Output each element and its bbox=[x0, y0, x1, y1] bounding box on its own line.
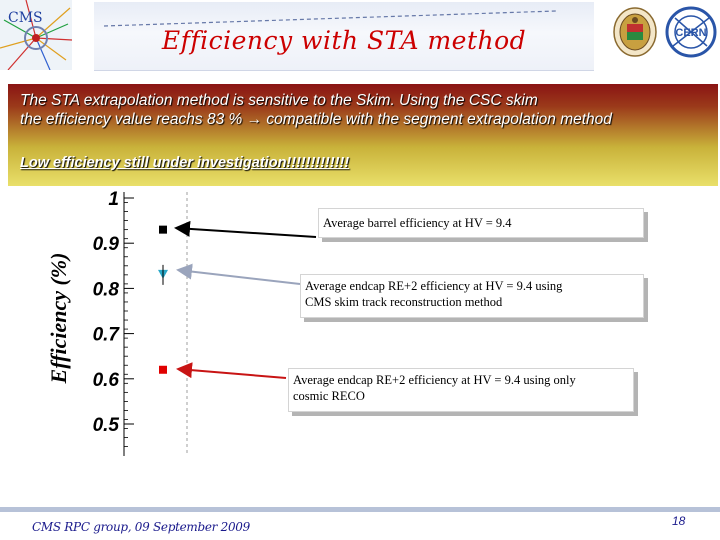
callout-text: Average endcap RE+2 efficiency at HV = 9… bbox=[293, 373, 576, 387]
y-tick-label: 0.6 bbox=[93, 370, 120, 391]
highlight-text: Low efficiency still under investigation… bbox=[20, 155, 350, 171]
text-panel bbox=[8, 84, 718, 186]
callout-text: cosmic RECO bbox=[293, 389, 365, 403]
y-axis-label: Efficiency (%) bbox=[46, 253, 71, 385]
y-tick-label: 0.5 bbox=[93, 415, 120, 436]
callout-cosmic: Average endcap RE+2 efficiency at HV = 9… bbox=[288, 368, 634, 412]
university-seal-logo bbox=[612, 6, 658, 58]
cms-skim-arrow bbox=[176, 263, 301, 285]
page-number: 18 bbox=[672, 514, 686, 528]
efficiency-plot: Efficiency (%) 1 0.9 0.8 0.7 0.6 0.5 bbox=[46, 189, 188, 456]
callout-barrel: Average barrel efficiency at HV = 9.4 bbox=[318, 208, 644, 238]
barrel-arrow bbox=[174, 220, 317, 238]
slide-title: Efficiency with STA method bbox=[161, 26, 527, 55]
svg-text:CERN: CERN bbox=[675, 27, 706, 39]
data-point-square bbox=[159, 225, 167, 234]
cms-logo bbox=[0, 0, 72, 70]
title-decoration bbox=[103, 10, 557, 27]
callout-cms-skim: Average endcap RE+2 efficiency at HV = 9… bbox=[300, 274, 644, 318]
cosmic-arrow bbox=[176, 362, 287, 379]
callout-text: Average endcap RE+2 efficiency at HV = 9… bbox=[305, 279, 563, 293]
callout-text: CMS skim track reconstruction method bbox=[305, 295, 503, 309]
y-tick-label: 1 bbox=[108, 189, 119, 210]
body-text-line: the efficiency value reachs 83 % → compa… bbox=[20, 111, 612, 128]
footer-bar bbox=[0, 507, 720, 512]
title-banner bbox=[94, 2, 594, 71]
y-tick-label: 0.9 bbox=[93, 234, 120, 255]
footer-text: CMS RPC group, 09 September 2009 bbox=[32, 520, 250, 534]
body-text-line: The STA extrapolation method is sensitiv… bbox=[20, 92, 538, 109]
callout-text: Average barrel efficiency at HV = 9.4 bbox=[323, 216, 512, 230]
y-tick-label: 0.7 bbox=[93, 325, 121, 346]
data-point-square bbox=[159, 365, 167, 374]
cern-logo: CERN bbox=[665, 6, 717, 58]
y-tick-label: 0.8 bbox=[93, 279, 120, 300]
cms-logo-text: CMS bbox=[8, 10, 43, 26]
